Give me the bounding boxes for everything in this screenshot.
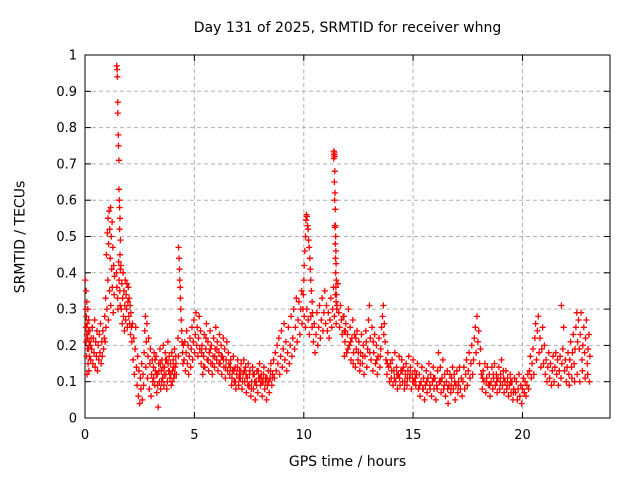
y-tick-label: 0.1 (56, 375, 77, 390)
y-tick-label: 0.8 (56, 121, 77, 136)
x-axis-label: GPS time / hours (288, 454, 407, 470)
y-tick-label: 0 (69, 412, 77, 427)
x-tick-label: 10 (296, 428, 313, 443)
y-tick-label: 0.2 (56, 339, 77, 354)
y-tick-label: 0.4 (56, 266, 77, 281)
x-tick-label: 0 (81, 428, 89, 443)
y-tick-label: 0.3 (56, 303, 77, 318)
y-axis-label: SRMTID / TECUs (12, 180, 29, 294)
x-tick-label: 5 (190, 428, 198, 443)
y-tick-label: 0.7 (56, 157, 77, 172)
x-tick-label: 20 (514, 428, 531, 443)
x-tick-label: 15 (405, 428, 422, 443)
scatter-points (82, 62, 593, 411)
y-tick-label: 0.6 (56, 194, 77, 209)
chart-title: Day 131 of 2025, SRMTID for receiver whn… (193, 20, 502, 36)
y-tick-label: 1 (69, 49, 77, 64)
y-tick-label: 0.5 (56, 230, 77, 245)
y-tick-label: 0.9 (56, 85, 77, 100)
plot-border (84, 54, 611, 419)
